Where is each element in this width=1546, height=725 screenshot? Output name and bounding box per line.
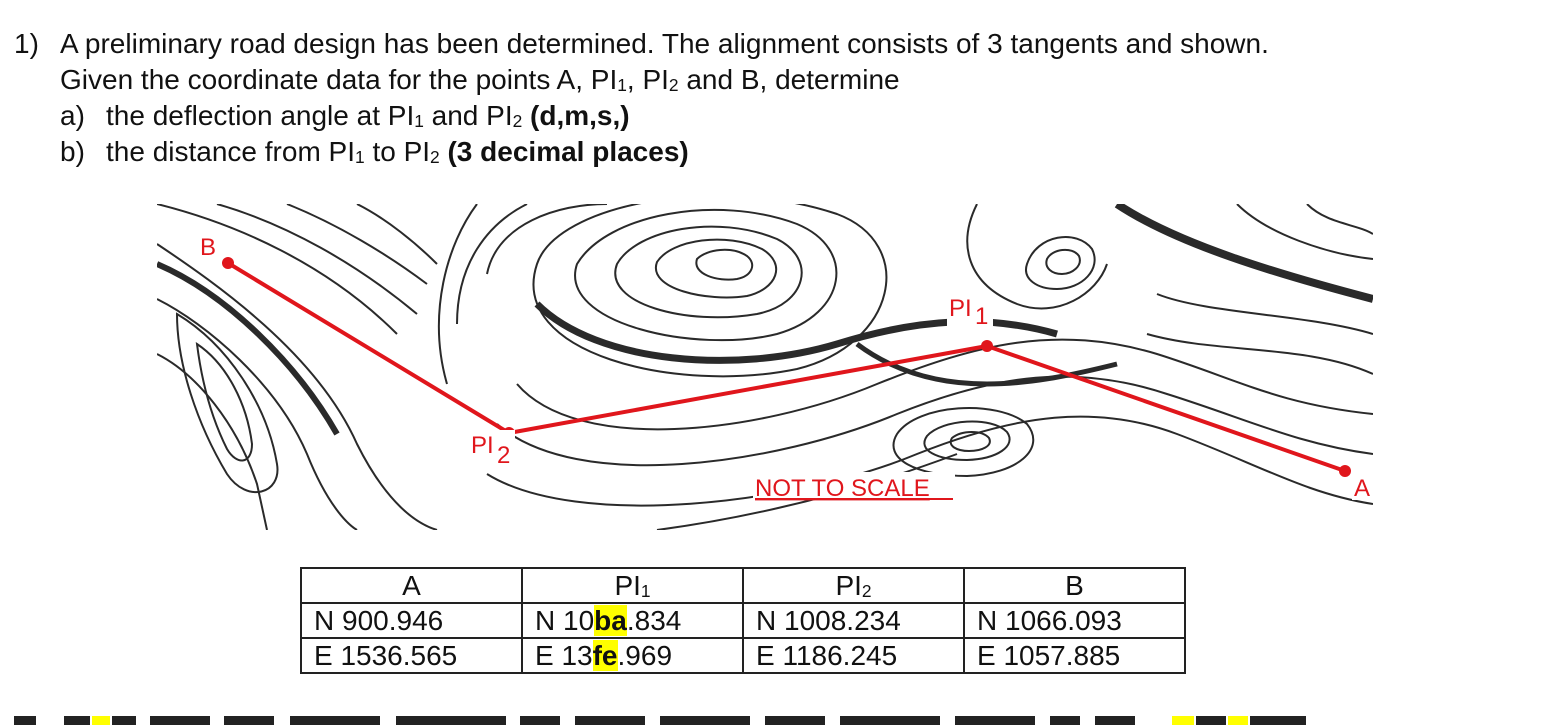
part-b-letter: b)	[60, 136, 85, 167]
cell-b-east: E 1057.885	[963, 637, 1186, 674]
highlight-fe: fe	[592, 640, 618, 671]
header-a: A	[300, 567, 523, 604]
cell-pi2-north: N 1008.234	[742, 602, 965, 639]
not-to-scale-label: NOT TO SCALE	[755, 475, 930, 502]
label-a: A	[1354, 475, 1370, 502]
question-line-1: 1) A preliminary road design has been det…	[14, 26, 1269, 62]
road-alignment	[222, 257, 1351, 477]
highlight-ba: ba	[594, 605, 627, 636]
contour-map-figure: B PI 1 PI 2 A NOT TO SCALE	[157, 204, 1373, 530]
question-line-2: Given the coordinate data for the points…	[60, 64, 900, 96]
question-intro: A preliminary road design has been deter…	[60, 28, 1269, 59]
point-pi1-marker	[981, 340, 993, 352]
label-pi1: PI	[949, 295, 972, 322]
header-pi1: PI1	[521, 567, 744, 604]
question-part-a: a) the deflection angle at PI1 and PI2 (d…	[14, 98, 1269, 134]
table-header-row: A PI1 PI2 B	[300, 567, 1186, 604]
point-a-marker	[1339, 465, 1351, 477]
label-pi2: PI	[471, 432, 494, 459]
cell-pi1-north: N 10ba.834	[521, 602, 744, 639]
question-block: 1) A preliminary road design has been det…	[14, 26, 1269, 170]
question-number: 1)	[14, 28, 39, 59]
header-b: B	[963, 567, 1186, 604]
cell-pi2-east: E 1186.245	[742, 637, 965, 674]
label-pi2-sub: 2	[497, 442, 510, 469]
part-a-letter: a)	[60, 100, 85, 131]
table-row-easting: E 1536.565 E 13fe.969 E 1186.245 E 1057.…	[300, 637, 1186, 674]
label-pi1-sub: 1	[975, 303, 988, 330]
part-b-format: (3 decimal places)	[447, 136, 689, 167]
clipped-next-question-line	[0, 712, 1546, 725]
cell-pi1-east: E 13fe.969	[521, 637, 744, 674]
question-part-b: b) the distance from PI1 to PI2 (3 decima…	[14, 134, 1269, 170]
point-b-marker	[222, 257, 234, 269]
cell-b-north: N 1066.093	[963, 602, 1186, 639]
part-a-format: (d,m,s,)	[530, 100, 630, 131]
coordinate-table: A PI1 PI2 B N 900.946 N 10ba.834 N 1008.…	[300, 567, 1186, 674]
cell-a-east: E 1536.565	[300, 637, 523, 674]
header-pi2: PI2	[742, 567, 965, 604]
cell-a-north: N 900.946	[300, 602, 523, 639]
label-b: B	[200, 234, 216, 261]
table-row-northing: N 900.946 N 10ba.834 N 1008.234 N 1066.0…	[300, 602, 1186, 639]
